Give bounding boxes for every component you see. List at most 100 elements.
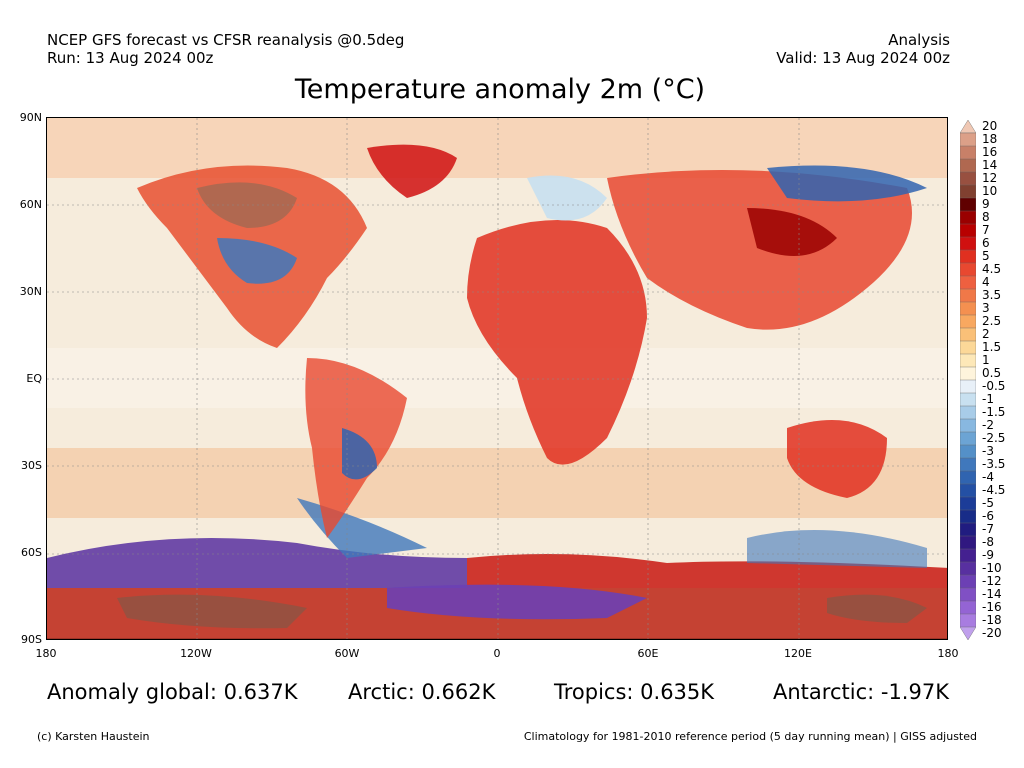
- colorbar-segment: [959, 509, 977, 524]
- colorbar-segment: [959, 210, 977, 225]
- colorbar-segment: [959, 431, 977, 446]
- climatology-note: Climatology for 1981-2010 reference peri…: [523, 730, 977, 743]
- colorbar-segment: [959, 379, 977, 394]
- lon-label-120e: 120E: [784, 647, 812, 660]
- colorbar-label: -16: [982, 600, 1002, 614]
- colorbar-segment: [959, 132, 977, 147]
- colorbar-label: 3.5: [982, 288, 1002, 302]
- colorbar-graphic: [959, 119, 977, 641]
- colorbar-segment: [959, 444, 977, 459]
- colorbar-segment: [959, 145, 977, 160]
- colorbar-segment: [959, 392, 977, 407]
- colorbar-label: 5: [982, 249, 990, 263]
- colorbar-segment: [959, 340, 977, 355]
- colorbar-segment: [959, 249, 977, 264]
- graticule: [47, 118, 947, 639]
- lat-label-30n: 30N: [19, 285, 42, 298]
- colorbar-label: 7: [982, 223, 990, 237]
- colorbar-label: 2: [982, 327, 990, 341]
- south-america-cold-region: [342, 428, 377, 480]
- colorbar-label: 0.5: [982, 366, 1002, 380]
- colorbar-segment: [959, 366, 977, 381]
- colorbar-label: -1: [982, 392, 994, 406]
- colorbar-segment: [959, 457, 977, 472]
- siberia-cold-region: [767, 165, 927, 202]
- anomaly-tropics: Tropics: 0.635K: [554, 680, 715, 704]
- map-bottom-shade: [47, 638, 947, 639]
- colorbar-segment: [959, 119, 977, 134]
- map-title: Temperature anomaly 2m (°C): [294, 74, 706, 105]
- colorbar-segment: [959, 626, 977, 641]
- model-description: NCEP GFS forecast vs CFSR reanalysis @0.…: [47, 31, 405, 49]
- colorbar-segment: [959, 288, 977, 303]
- colorbar-label: 9: [982, 197, 990, 211]
- lat-label-90n: 90N: [19, 111, 42, 124]
- analysis-label: Analysis: [888, 31, 950, 49]
- lat-label-30s: 30S: [21, 459, 42, 472]
- colorbar-segment: [959, 483, 977, 498]
- anomaly-map-graphic: [47, 118, 947, 639]
- colorbar-segment: [959, 236, 977, 251]
- colorbar-segment: [959, 223, 977, 238]
- greenland-landmass: [367, 144, 457, 198]
- copyright: (c) Karsten Haustein: [37, 730, 150, 743]
- anomaly-antarctic: Antarctic: -1.97K: [773, 680, 949, 704]
- colorbar-segment: [959, 184, 977, 199]
- colorbar-label: -8: [982, 535, 994, 549]
- lon-label-180e: 180: [937, 647, 959, 660]
- colorbar-label: -18: [982, 613, 1002, 627]
- colorbar-segment: [959, 561, 977, 576]
- colorbar-label: 10: [982, 184, 998, 198]
- colorbar-label: 3: [982, 301, 990, 315]
- lon-label-0: 0: [493, 647, 501, 660]
- colorbar-label: 18: [982, 132, 998, 146]
- valid-time: Valid: 13 Aug 2024 00z: [776, 49, 950, 67]
- central-asia-strong-warm: [747, 208, 837, 256]
- colorbar-label: -5: [982, 496, 994, 510]
- colorbar-label: 8: [982, 210, 990, 224]
- lat-label-60s: 60S: [21, 546, 42, 559]
- colorbar-segment: [959, 171, 977, 186]
- south-pacific-cold-region: [747, 530, 927, 568]
- colorbar: [959, 119, 977, 641]
- colorbar-label: -7: [982, 522, 994, 536]
- colorbar-segment: [959, 353, 977, 368]
- anomaly-global: Anomaly global: 0.637K: [47, 680, 298, 704]
- lon-label-120w: 120W: [180, 647, 212, 660]
- australia-landmass: [787, 420, 887, 498]
- southern-ocean-warm-region: [467, 554, 947, 588]
- colorbar-label: -9: [982, 548, 994, 562]
- colorbar-label: -4: [982, 470, 994, 484]
- colorbar-label: -14: [982, 587, 1002, 601]
- colorbar-label: 2.5: [982, 314, 1002, 328]
- colorbar-segment: [959, 548, 977, 563]
- colorbar-segment: [959, 327, 977, 342]
- colorbar-label: -0.5: [982, 379, 1006, 393]
- colorbar-label: -20: [982, 626, 1002, 640]
- colorbar-label: -3: [982, 444, 994, 458]
- colorbar-segment: [959, 275, 977, 290]
- tropical-band: [47, 348, 947, 408]
- colorbar-label: 1.5: [982, 340, 1002, 354]
- anomaly-map: [46, 117, 948, 640]
- colorbar-segment: [959, 470, 977, 485]
- us-cold-region: [217, 238, 297, 284]
- scandinavia-cool-region: [527, 175, 607, 221]
- europe-africa-landmass: [467, 220, 647, 465]
- colorbar-segment: [959, 301, 977, 316]
- colorbar-segment: [959, 522, 977, 537]
- colorbar-label: -12: [982, 574, 1002, 588]
- colorbar-label: -1.5: [982, 405, 1006, 419]
- colorbar-label: 4: [982, 275, 990, 289]
- colorbar-label: 12: [982, 171, 998, 185]
- colorbar-segment: [959, 535, 977, 550]
- antarctica-cold-region: [387, 584, 647, 620]
- colorbar-label: 14: [982, 158, 998, 172]
- lat-label-eq: EQ: [26, 372, 42, 385]
- colorbar-segment: [959, 496, 977, 511]
- colorbar-segment: [959, 418, 977, 433]
- anomaly-arctic: Arctic: 0.662K: [348, 680, 496, 704]
- lon-label-60w: 60W: [334, 647, 360, 660]
- colorbar-segment: [959, 405, 977, 420]
- colorbar-label: -4.5: [982, 483, 1006, 497]
